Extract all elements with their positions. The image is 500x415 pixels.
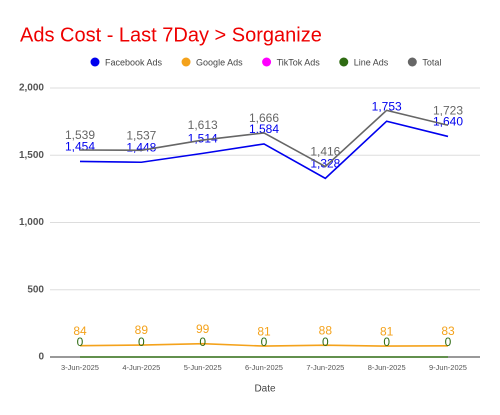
data-label: 1,613: [188, 118, 218, 132]
y-tick-label: 2,000: [19, 83, 44, 94]
data-label: 1,537: [126, 128, 156, 142]
series-line: [79, 342, 449, 347]
series-line: [79, 109, 449, 168]
data-label: 0: [77, 335, 84, 349]
legend-label: Line Ads: [354, 57, 389, 67]
data-label: 0: [261, 335, 268, 349]
data-label: 1,539: [65, 128, 95, 142]
data-label: 0: [322, 335, 329, 349]
data-label: 99: [196, 322, 210, 336]
data-label: 0: [383, 335, 390, 349]
legend-marker: [181, 57, 191, 67]
data-label: 83: [441, 324, 455, 338]
series-line: [79, 120, 449, 180]
y-tick-label: 0: [38, 352, 44, 363]
legend-label: Total: [422, 57, 441, 67]
y-tick-label: 1,500: [19, 150, 44, 161]
y-tick-label: 500: [27, 284, 44, 295]
data-label: 88: [319, 323, 333, 337]
legend-marker: [90, 57, 100, 67]
data-label: 0: [445, 335, 452, 349]
data-label: 0: [138, 335, 145, 349]
data-label: 1,640: [433, 115, 463, 129]
data-label: 1,416: [310, 145, 340, 159]
data-label: 0: [199, 335, 206, 349]
data-label: 84: [73, 324, 87, 338]
legend-label: Google Ads: [196, 57, 243, 67]
legend-marker: [262, 57, 272, 67]
legend-label: Facebook Ads: [105, 57, 163, 67]
data-label: 1,753: [372, 99, 402, 113]
data-label: 1,666: [249, 111, 279, 125]
x-tick-label: 4-Jun-2025: [122, 363, 160, 372]
x-tick-label: 9-Jun-2025: [429, 363, 467, 372]
data-label: 1,584: [249, 122, 279, 136]
legend-marker: [407, 57, 417, 67]
legend-label: TikTok Ads: [277, 57, 321, 67]
x-axis-title: Date: [254, 384, 276, 395]
y-tick-label: 1,000: [19, 217, 44, 228]
data-label: 81: [257, 324, 271, 338]
x-tick-label: 5-Jun-2025: [184, 363, 222, 372]
x-tick-label: 7-Jun-2025: [306, 363, 344, 372]
data-label: 81: [380, 324, 394, 338]
data-label: 89: [135, 323, 149, 337]
chart-title: Ads Cost - Last 7Day > Sorganize: [20, 24, 322, 46]
data-label: 1,448: [126, 140, 156, 154]
x-tick-label: 6-Jun-2025: [245, 363, 283, 372]
data-label: 1,723: [433, 103, 463, 117]
legend-marker: [339, 57, 349, 67]
x-tick-label: 8-Jun-2025: [368, 363, 406, 372]
x-tick-label: 3-Jun-2025: [61, 363, 99, 372]
